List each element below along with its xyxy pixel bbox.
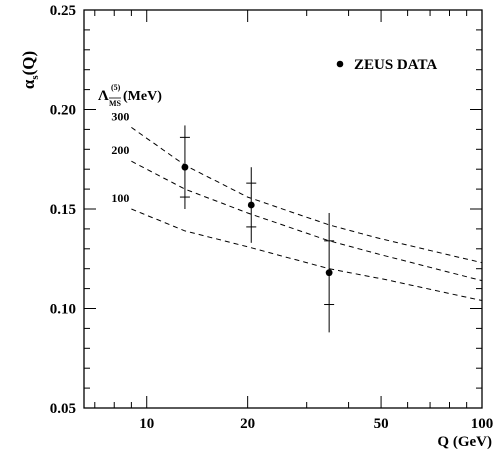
data-point-marker [247, 201, 255, 209]
y-axis-label: αs(Q) [19, 51, 41, 89]
legend-marker [336, 60, 344, 68]
data-point [246, 167, 257, 243]
ticks-layer: 0.05 0.10 0.15 0.20 0.25 10 20 50 100 [50, 3, 494, 432]
legend: ZEUS DATA [336, 57, 437, 73]
lambda-header: Λ (5) MS (MeV) [98, 83, 162, 108]
x-tick-label: 10 [139, 416, 154, 432]
y-tick-label: 0.25 [50, 3, 76, 19]
data-point [179, 125, 190, 209]
data-point-marker [325, 269, 333, 277]
y-axis-label-arg: (Q) [19, 51, 38, 76]
points-layer [179, 125, 335, 333]
theory-curve-100 [131, 208, 483, 301]
x-tick-label: 100 [471, 416, 494, 432]
data-point-marker [181, 163, 189, 171]
curve-label-100: 100 [111, 191, 129, 205]
curve-label-300: 300 [111, 109, 129, 123]
y-tick-label: 0.20 [50, 103, 76, 119]
theory-curve-300 [131, 126, 483, 264]
curve-label-200: 200 [111, 143, 129, 157]
lambda-unit: (MeV) [123, 89, 162, 104]
y-axis-label-sub: s [29, 75, 41, 80]
legend-label: ZEUS DATA [354, 57, 437, 73]
y-axis-label-main: α [19, 79, 38, 89]
lambda-symbol: Λ [98, 88, 109, 104]
data-point [324, 212, 335, 333]
x-tick-label: 50 [374, 416, 389, 432]
x-axis-label: Q (GeV) [437, 434, 492, 450]
lambda-superscript: (5) [111, 83, 121, 92]
x-tick-label: 20 [240, 416, 255, 432]
y-tick-label: 0.10 [50, 302, 76, 318]
curves-layer: 300 200 100 [111, 109, 483, 301]
lambda-subscript: MS [109, 99, 122, 108]
y-tick-label: 0.15 [50, 202, 76, 218]
y-tick-label: 0.05 [50, 401, 76, 417]
